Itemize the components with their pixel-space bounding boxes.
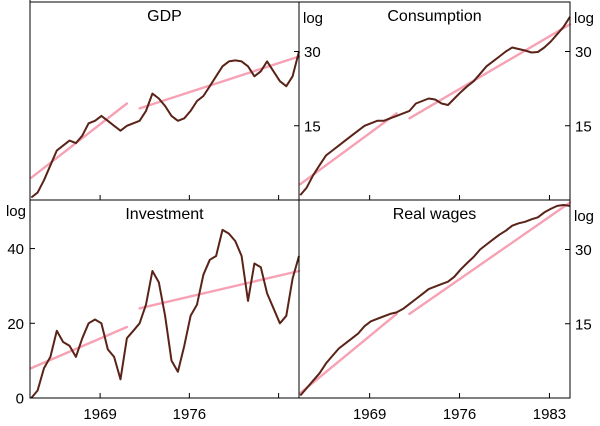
investment-axis-unit-label: log — [6, 203, 26, 220]
gdp-series-line — [30, 51, 300, 199]
gdp-ytick-label: 30 — [304, 44, 321, 61]
xtick-label-left: 1969 — [83, 406, 116, 423]
xtick-label-right: 1983 — [533, 406, 566, 423]
consumption-ytick-label: 15 — [575, 118, 592, 135]
consumption-axis-unit-label: log — [574, 10, 594, 27]
consumption-series-line — [299, 16, 571, 196]
consumption-ytick-label: 30 — [575, 44, 592, 61]
consumption-trend-line-1 — [299, 112, 398, 186]
real-wages-ytick-label: 15 — [575, 316, 592, 333]
real-wages-axis-unit-label: log — [574, 208, 594, 225]
real-wages-series-line — [299, 204, 571, 397]
real-wages-ytick-label: 30 — [575, 242, 592, 259]
investment-trend-line-2 — [138, 269, 301, 310]
xtick-label-right: 1976 — [443, 406, 476, 423]
real-wages-trend-line-2 — [408, 201, 572, 316]
gdp-axis-unit-label: log — [303, 10, 323, 27]
xtick-label-left: 1976 — [173, 406, 206, 423]
real-wages-trend-line-1 — [299, 312, 398, 395]
real-wages-title: Real wages — [393, 206, 477, 223]
investment-series-line — [30, 228, 300, 399]
gdp-ytick-label: 15 — [304, 118, 321, 135]
consumption-trend-line-2 — [408, 23, 572, 120]
gdp-title: GDP — [147, 8, 182, 25]
investment-ytick-label: 0 — [16, 391, 24, 408]
investment-title: Investment — [125, 206, 204, 223]
investment-ytick-label: 40 — [7, 241, 24, 258]
investment-ytick-label: 20 — [7, 316, 24, 333]
xtick-label-right: 1969 — [353, 406, 386, 423]
gdp-trend-line-2 — [138, 55, 301, 110]
consumption-title: Consumption — [387, 8, 481, 25]
